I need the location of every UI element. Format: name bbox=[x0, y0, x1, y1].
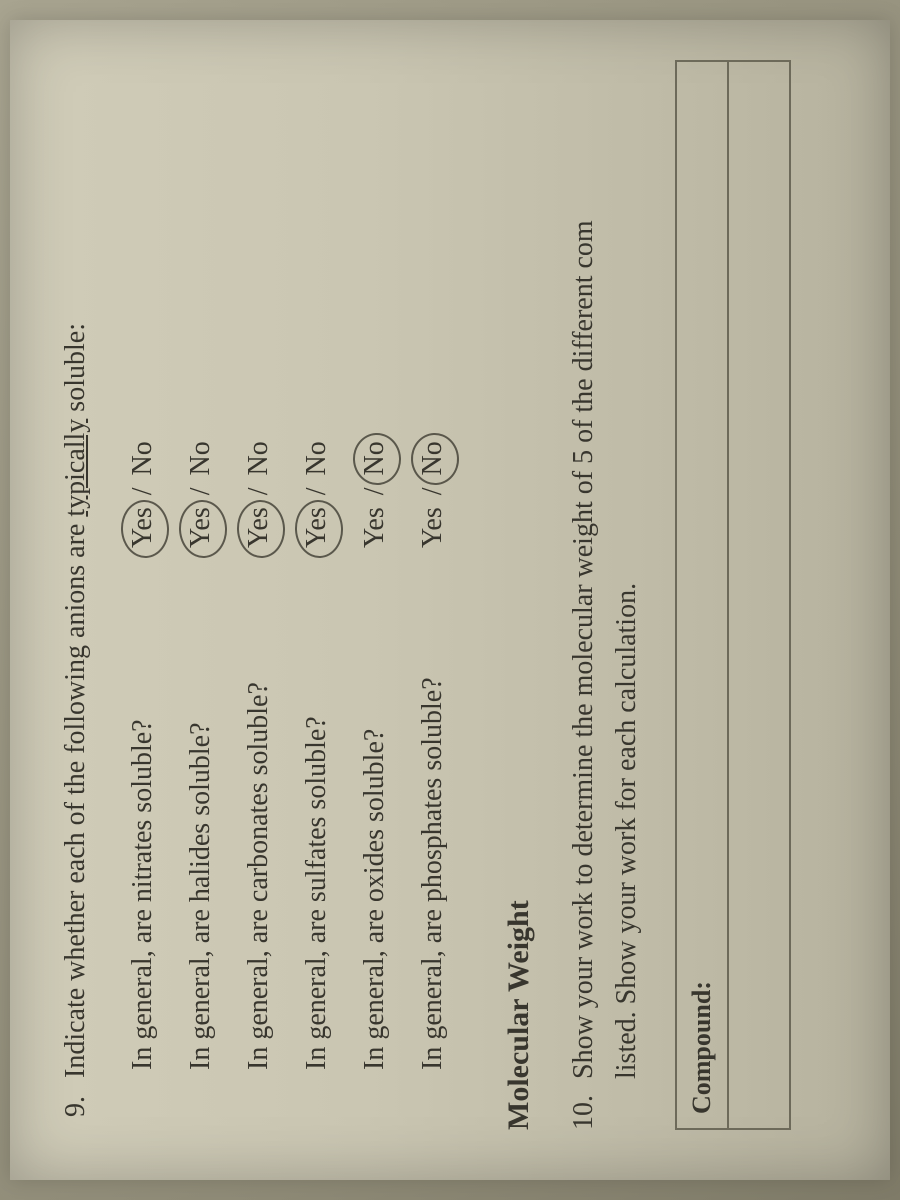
option-yes[interactable]: Yes bbox=[359, 505, 391, 550]
option-separator: / bbox=[417, 487, 449, 495]
option-yes-text: Yes bbox=[127, 507, 158, 548]
q9-item-choice: Yes / No bbox=[127, 439, 159, 550]
question-9-items: In general, are nitrates soluble? Yes / … bbox=[114, 20, 462, 1070]
compound-table-header: Compound: bbox=[677, 62, 729, 1128]
option-no[interactable]: No bbox=[417, 439, 449, 477]
q9-item-label: In general, are oxides soluble? bbox=[359, 550, 391, 1070]
q9-item-halides: In general, are halides soluble? Yes / N… bbox=[172, 20, 230, 1070]
compound-table: Compound: bbox=[675, 60, 791, 1130]
option-no[interactable]: No bbox=[301, 439, 333, 477]
option-no[interactable]: No bbox=[185, 439, 217, 477]
q9-item-label: In general, are carbonates soluble? bbox=[243, 550, 275, 1070]
q9-item-choice: Yes / No bbox=[417, 439, 449, 550]
option-yes-text: Yes bbox=[243, 507, 274, 548]
q9-item-label: In general, are halides soluble? bbox=[185, 550, 217, 1070]
q10-line1: Show your work to determine the molecula… bbox=[568, 220, 599, 1079]
q9-item-carbonates: In general, are carbonates soluble? Yes … bbox=[230, 20, 288, 1070]
q9-prompt-prefix: Indicate whether each of the following a… bbox=[60, 517, 91, 1078]
option-yes-text: Yes bbox=[185, 507, 216, 548]
option-yes-text: Yes bbox=[301, 507, 332, 548]
q9-item-label: In general, are sulfates soluble? bbox=[301, 550, 333, 1070]
option-separator: / bbox=[185, 487, 217, 495]
option-yes[interactable]: Yes bbox=[301, 505, 333, 550]
option-separator: / bbox=[359, 487, 391, 495]
q9-item-nitrates: In general, are nitrates soluble? Yes / … bbox=[114, 20, 172, 1070]
option-no-text: No bbox=[359, 441, 390, 475]
q9-item-choice: Yes / No bbox=[185, 439, 217, 550]
option-no-text: No bbox=[417, 441, 448, 475]
option-yes-text: Yes bbox=[417, 507, 448, 548]
q9-item-phosphates: In general, are phosphates soluble? Yes … bbox=[404, 20, 462, 1070]
option-separator: / bbox=[243, 487, 275, 495]
q9-item-oxides: In general, are oxides soluble? Yes / No bbox=[346, 20, 404, 1070]
q10-line2: listed. Show your work for each calculat… bbox=[611, 583, 642, 1079]
option-no-text: No bbox=[127, 441, 158, 475]
question-10: 10. Show your work to determine the mole… bbox=[562, 20, 649, 1130]
option-yes[interactable]: Yes bbox=[127, 505, 159, 550]
q9-item-label: In general, are nitrates soluble? bbox=[127, 550, 159, 1070]
q9-item-label: In general, are phosphates soluble? bbox=[417, 550, 449, 1070]
q9-item-choice: Yes / No bbox=[301, 439, 333, 550]
option-no-text: No bbox=[301, 441, 332, 475]
question-9-prompt: Indicate whether each of the following a… bbox=[60, 323, 92, 1078]
option-separator: / bbox=[127, 487, 159, 495]
section-heading-molecular-weight: Molecular Weight bbox=[502, 20, 536, 1130]
option-yes-text: Yes bbox=[359, 507, 390, 548]
q9-item-choice: Yes / No bbox=[359, 439, 391, 550]
option-no[interactable]: No bbox=[243, 439, 275, 477]
option-no[interactable]: No bbox=[127, 439, 159, 477]
question-10-text: Show your work to determine the molecula… bbox=[562, 20, 649, 1079]
option-yes[interactable]: Yes bbox=[417, 505, 449, 550]
question-10-number: 10. bbox=[568, 1095, 600, 1130]
q9-item-sulfates: In general, are sulfates soluble? Yes / … bbox=[288, 20, 346, 1070]
compound-table-body bbox=[729, 62, 789, 1128]
option-yes[interactable]: Yes bbox=[243, 505, 275, 550]
q9-item-choice: Yes / No bbox=[243, 439, 275, 550]
q9-prompt-suffix: soluble: bbox=[60, 323, 91, 419]
worksheet-page: 9. Indicate whether each of the followin… bbox=[10, 20, 890, 1180]
question-9-number: 9. bbox=[60, 1096, 92, 1130]
option-separator: / bbox=[301, 487, 333, 495]
q9-prompt-underlined: typically bbox=[60, 419, 91, 517]
option-no-text: No bbox=[185, 441, 216, 475]
option-no-text: No bbox=[243, 441, 274, 475]
question-9: 9. Indicate whether each of the followin… bbox=[60, 20, 92, 1130]
option-no[interactable]: No bbox=[359, 439, 391, 477]
option-yes[interactable]: Yes bbox=[185, 505, 217, 550]
